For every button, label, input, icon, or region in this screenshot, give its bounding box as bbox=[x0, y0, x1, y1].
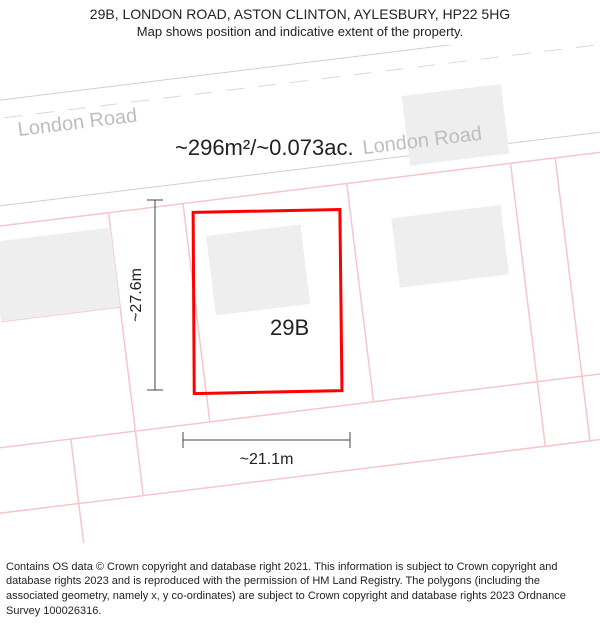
property-map: London RoadLondon Road~296m²/~0.073ac.29… bbox=[0, 45, 600, 545]
header: 29B, LONDON ROAD, ASTON CLINTON, AYLESBU… bbox=[0, 0, 600, 39]
plot-label: 29B bbox=[270, 315, 309, 340]
depth-dimension-label: ~27.6m bbox=[128, 268, 145, 322]
copyright-footer: Contains OS data © Crown copyright and d… bbox=[6, 560, 594, 619]
area-label: ~296m²/~0.073ac. bbox=[175, 135, 354, 160]
address-title: 29B, LONDON ROAD, ASTON CLINTON, AYLESBU… bbox=[0, 6, 600, 22]
map-subtitle: Map shows position and indicative extent… bbox=[0, 24, 600, 39]
width-dimension-label: ~21.1m bbox=[240, 451, 294, 468]
